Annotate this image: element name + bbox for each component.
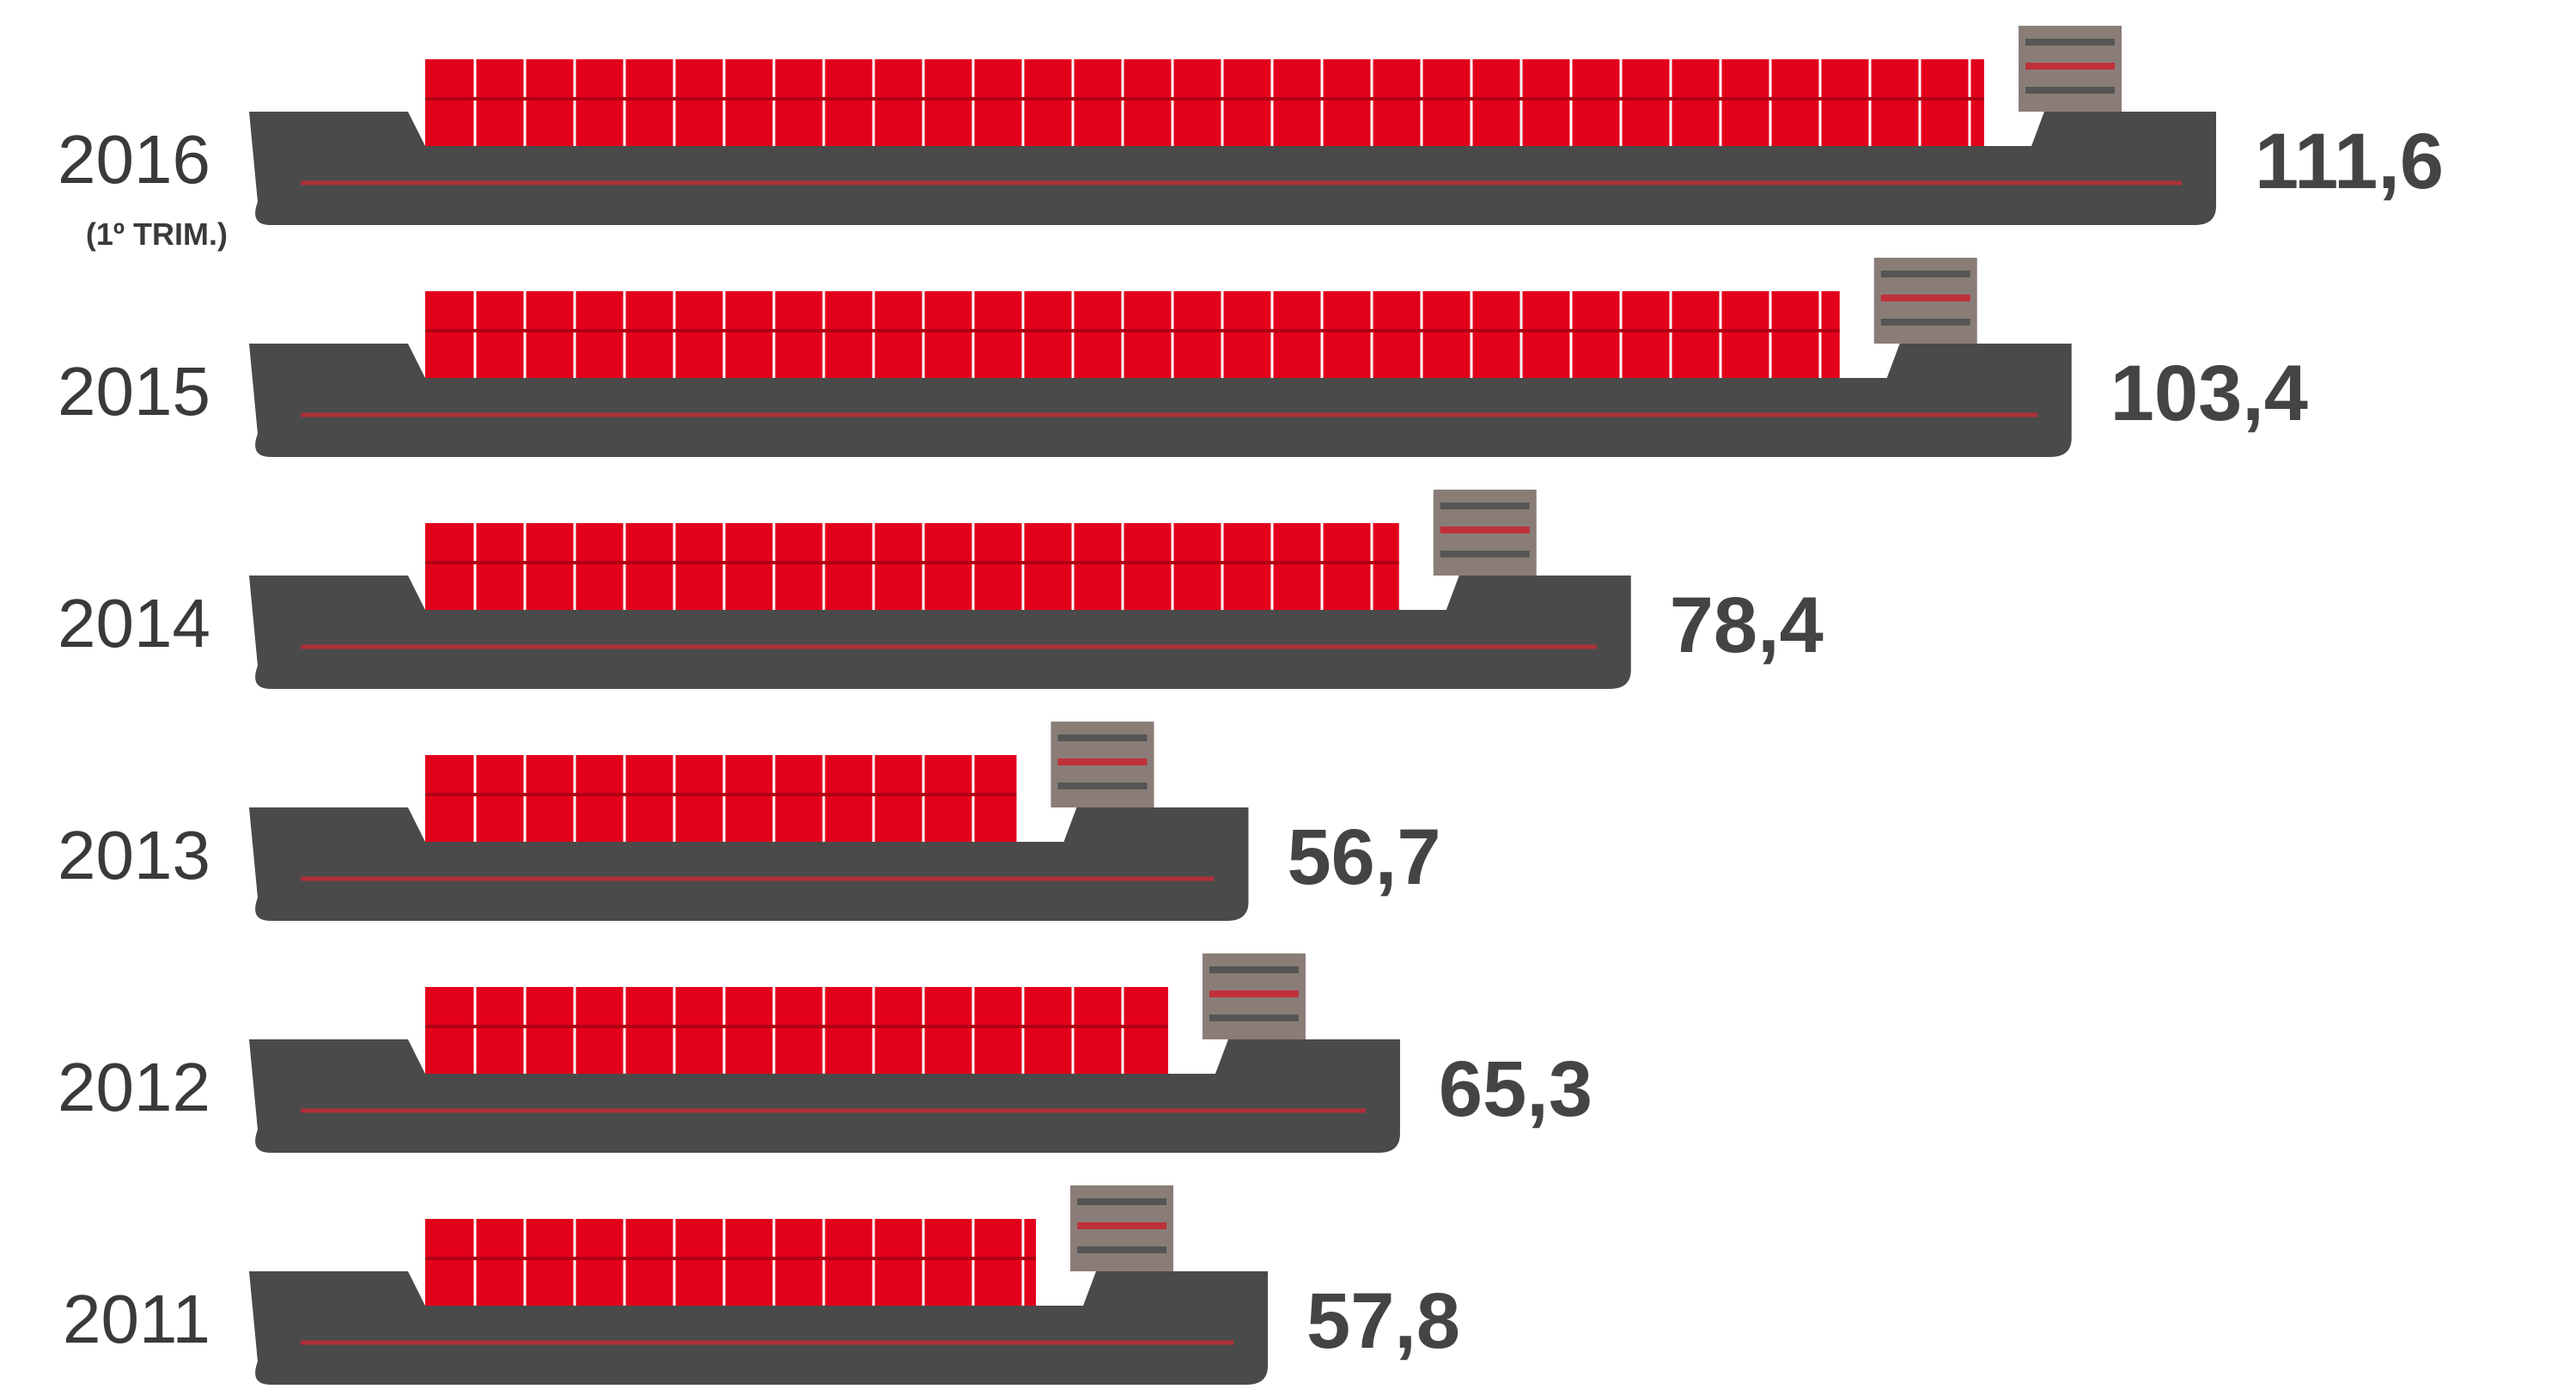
bridge-window: [2025, 87, 2115, 94]
bar: [249, 807, 1249, 921]
bridge-window: [1077, 1222, 1167, 1229]
category-label: 2016: [58, 121, 210, 198]
bar: [249, 112, 2216, 225]
category-label: 2014: [58, 585, 210, 661]
bridge-window: [1880, 319, 1970, 326]
bridge-window: [2025, 63, 2115, 70]
bridge-window: [1057, 734, 1148, 741]
cargo: [425, 1219, 1037, 1306]
bridge-window: [1880, 271, 1970, 277]
value-label: 56,7: [1287, 813, 1440, 901]
bridge-window: [1209, 990, 1299, 997]
bar: [249, 344, 2072, 457]
bridge-window: [1440, 527, 1530, 533]
bar: [249, 1039, 1400, 1153]
bridge-window: [1880, 295, 1970, 302]
value-label: 111,6: [2255, 118, 2444, 205]
bridge-window: [1077, 1246, 1167, 1253]
cargo: [425, 987, 1168, 1074]
bridge-window: [1209, 966, 1299, 973]
cargo: [425, 523, 1399, 610]
cargo: [425, 291, 1840, 378]
value-label: 65,3: [1439, 1045, 1592, 1133]
bridge-window: [1057, 783, 1148, 789]
category-label: 2015: [58, 353, 210, 429]
value-label: 57,8: [1306, 1277, 1460, 1365]
bar: [249, 1271, 1269, 1385]
bridge-window: [1077, 1198, 1167, 1205]
cargo: [425, 59, 1984, 146]
bridge-window: [2025, 39, 2115, 46]
value-label: 78,4: [1670, 582, 1824, 669]
bridge-window: [1057, 758, 1148, 765]
rows: 2016 (1º TRIM.) 111,6 2015 103,4 2014 78,4 2013…: [58, 26, 2444, 1385]
category-label: 2012: [58, 1049, 210, 1125]
bridge-window: [1209, 1014, 1299, 1021]
category-label: 2013: [58, 817, 210, 893]
category-label: 2011: [63, 1281, 210, 1357]
bridge-window: [1440, 551, 1530, 557]
category-note: (1º TRIM.): [86, 216, 228, 252]
bar: [249, 576, 1631, 689]
cargo: [425, 755, 1017, 842]
value-label: 103,4: [2110, 350, 2308, 437]
bridge-window: [1440, 503, 1530, 509]
